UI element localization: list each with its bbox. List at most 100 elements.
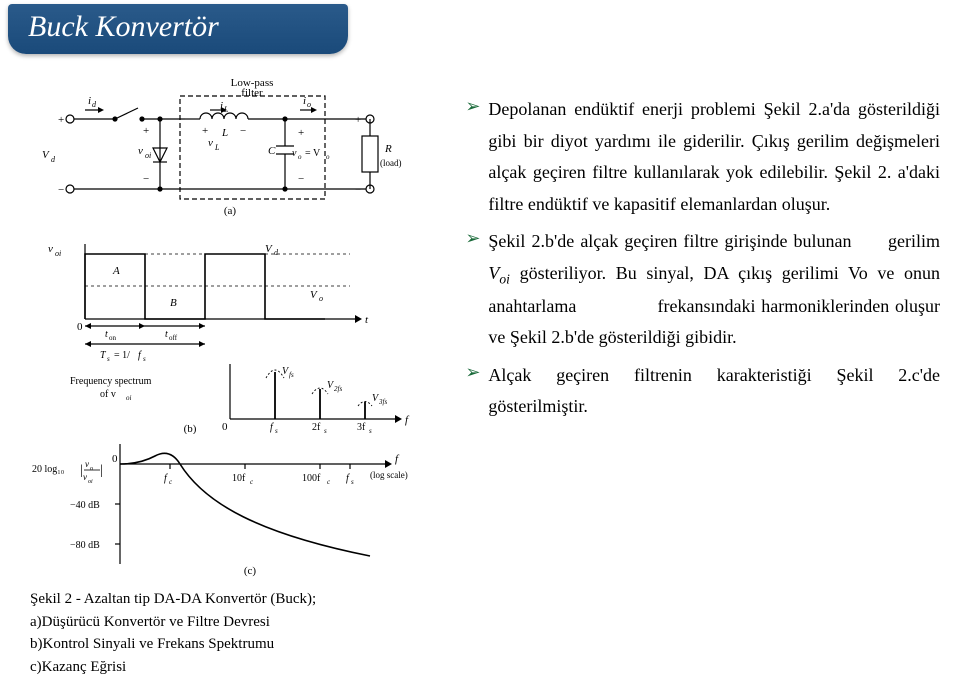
svg-text:3fs: 3fs [378, 398, 387, 406]
svg-text:+: + [202, 125, 208, 137]
svg-text:f: f [164, 473, 168, 484]
svg-text:v: v [208, 137, 213, 149]
svg-text:oi: oi [126, 394, 132, 402]
text-column: ➢ Depolanan endüktif enerji problemi Şek… [445, 64, 960, 678]
svg-text:0: 0 [77, 321, 83, 333]
svg-text:100f: 100f [302, 473, 321, 484]
svg-text:t: t [165, 329, 168, 340]
bullet-1: ➢ Depolanan endüktif enerji problemi Şek… [465, 94, 940, 220]
svg-text:v: v [292, 148, 297, 159]
svg-text:−40 dB: −40 dB [70, 500, 100, 511]
svg-text:+: + [298, 127, 304, 139]
svg-text:+: + [58, 114, 64, 126]
svg-text:d: d [274, 248, 279, 257]
bullet-arrow-icon: ➢ [465, 228, 480, 249]
svg-text:s: s [143, 355, 146, 363]
bullet-3-text: Alçak geçiren filtrenin karakteristiği Ş… [488, 360, 940, 423]
svg-text:f: f [346, 473, 350, 484]
content: + − Vd id + voi − [0, 64, 960, 678]
svg-text:V: V [265, 243, 273, 255]
svg-text:−: − [355, 184, 361, 196]
bullet-arrow-icon: ➢ [465, 96, 480, 117]
svg-text:off: off [169, 334, 178, 342]
svg-text:(c): (c) [244, 565, 257, 577]
svg-text:10f: 10f [232, 473, 246, 484]
svg-text:−: − [143, 173, 149, 185]
svg-text:filter: filter [241, 87, 263, 99]
svg-text:v: v [48, 243, 53, 255]
svg-text:f: f [395, 453, 400, 465]
svg-text:L: L [221, 127, 228, 139]
svg-text:f: f [270, 422, 274, 433]
svg-text:+: + [143, 125, 149, 137]
figure-b-waveform: voi 0 Vd Vo A B ton toff [30, 224, 430, 434]
svg-text:B: B [170, 297, 177, 309]
svg-text:t: t [105, 329, 108, 340]
svg-text:V: V [310, 289, 318, 301]
svg-text:oi: oi [55, 249, 61, 258]
svg-text:(a): (a) [224, 205, 237, 217]
svg-text:Frequency spectrum: Frequency spectrum [70, 376, 152, 387]
svg-text:(load): (load) [380, 158, 402, 168]
svg-text:f: f [405, 414, 410, 426]
svg-text:o: o [298, 153, 302, 161]
bullet-3: ➢ Alçak geçiren filtrenin karakteristiği… [465, 360, 940, 423]
svg-text:v: v [83, 472, 87, 482]
svg-text:c: c [327, 478, 331, 486]
caption-line1: Şekil 2 - Azaltan tip DA-DA Konvertör (B… [30, 591, 316, 607]
svg-text:−: − [240, 125, 246, 137]
svg-text:2f: 2f [312, 422, 321, 433]
svg-text:R: R [384, 143, 392, 155]
svg-text:i: i [303, 95, 306, 107]
svg-text:= V: = V [305, 148, 321, 159]
svg-text:= 1/: = 1/ [114, 350, 130, 361]
svg-text:s: s [275, 427, 278, 434]
svg-text:s: s [351, 478, 354, 486]
bullet-2-text: Şekil 2.b'de alçak geçiren filtre girişi… [488, 226, 940, 354]
svg-text:t: t [365, 314, 369, 326]
svg-text:(log scale): (log scale) [370, 470, 408, 480]
slide-title-bar: Buck Konvertör [8, 4, 348, 54]
svg-text:oi: oi [145, 151, 151, 160]
svg-text:on: on [109, 334, 117, 342]
svg-text:(b): (b) [184, 423, 197, 434]
caption-line3: b)Kontrol Sinyali ve Frekans Spektrumu [30, 636, 274, 652]
svg-text:|: | [100, 463, 103, 478]
caption-line4: c)Kazanç Eğrisi [30, 659, 126, 675]
svg-text:o: o [319, 294, 323, 303]
bullet-1-text: Depolanan endüktif enerji problemi Şekil… [488, 94, 940, 220]
svg-text:s: s [107, 355, 110, 363]
caption-line2: a)Düşürücü Konvertör ve Filtre Devresi [30, 614, 270, 630]
figure-caption: Şekil 2 - Azaltan tip DA-DA Konvertör (B… [30, 588, 445, 678]
svg-text:of v: of v [100, 389, 116, 400]
svg-text:2fs: 2fs [334, 385, 342, 393]
bullet-arrow-icon: ➢ [465, 362, 480, 383]
svg-text:fs: fs [289, 371, 294, 379]
svg-text:0: 0 [222, 421, 228, 433]
svg-text:−: − [298, 173, 304, 185]
svg-text:o: o [307, 100, 311, 109]
svg-text:0: 0 [112, 453, 118, 465]
svg-text:T: T [100, 350, 107, 361]
figure-a-circuit: + − Vd id + voi − [30, 74, 430, 224]
svg-text:A: A [112, 265, 120, 277]
svg-text:20 log₁₀: 20 log₁₀ [32, 464, 65, 475]
svg-text:o: o [90, 466, 93, 472]
svg-text:L: L [214, 143, 220, 152]
svg-text:c: c [169, 478, 173, 486]
svg-text:s: s [369, 427, 372, 434]
slide-title: Buck Konvertör [28, 10, 219, 43]
svg-text:v: v [138, 145, 143, 157]
svg-text:C: C [268, 145, 276, 157]
svg-text:f: f [138, 350, 142, 361]
svg-text:v: v [85, 459, 89, 469]
svg-text:s: s [324, 427, 327, 434]
svg-text:i: i [88, 95, 91, 107]
bullet-2: ➢ Şekil 2.b'de alçak geçiren filtre giri… [465, 226, 940, 354]
svg-text:+: + [355, 114, 361, 126]
svg-text:−: − [58, 184, 64, 196]
svg-text:−80 dB: −80 dB [70, 540, 100, 551]
svg-text:oi: oi [88, 479, 93, 485]
svg-text:o: o [326, 153, 330, 161]
figure-c-bode: 0 −40 dB −80 dB 20 log₁₀ | vo voi | f [30, 434, 430, 584]
